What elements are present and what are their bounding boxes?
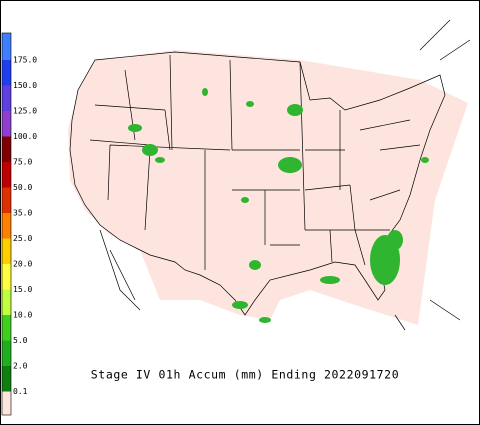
legend-swatch (2, 391, 11, 415)
legend-swatch (2, 238, 11, 264)
precip (128, 88, 429, 323)
legend-swatch (2, 162, 11, 188)
legend-label: 35.0 (13, 209, 32, 218)
legend-swatch (2, 340, 11, 366)
us-outline (69, 51, 446, 316)
legend-label: 150.0 (13, 81, 37, 90)
legend-swatch (2, 213, 11, 239)
legend-label: 25.0 (13, 234, 32, 243)
legend-label: 0.1 (13, 387, 28, 396)
domain (68, 50, 468, 325)
legend-swatch (2, 264, 11, 290)
legend-swatch (2, 289, 11, 315)
legend-label: 50.0 (13, 183, 32, 192)
legend-swatch (2, 136, 11, 162)
legend-swatch (2, 366, 11, 392)
legend-label: 75.0 (13, 158, 32, 167)
legend-swatch (2, 60, 11, 86)
legend-label: 2.0 (13, 362, 28, 371)
legend-swatch (2, 315, 11, 341)
legend-border (1, 32, 12, 416)
legend: 175.0 150.0 125.0 100.0 75.0 50.0 35.0 25.0 20.0… (1, 32, 37, 416)
legend-label: 10.0 (13, 311, 32, 320)
legend-swatch (2, 33, 11, 60)
legend-label: 175.0 (13, 56, 37, 65)
legend-label: 125.0 (13, 107, 37, 116)
legend-label: 15.0 (13, 285, 32, 294)
legend-label: 20.0 (13, 260, 32, 269)
legend-swatch (2, 187, 11, 213)
legend-label: 5.0 (13, 336, 28, 345)
map (68, 19, 471, 331)
title: Stage IV 01h Accum (mm) Ending 202209172… (91, 368, 399, 382)
legend-label: 100.0 (13, 132, 37, 141)
legend-swatch (2, 85, 11, 111)
legend-swatch (2, 111, 11, 137)
